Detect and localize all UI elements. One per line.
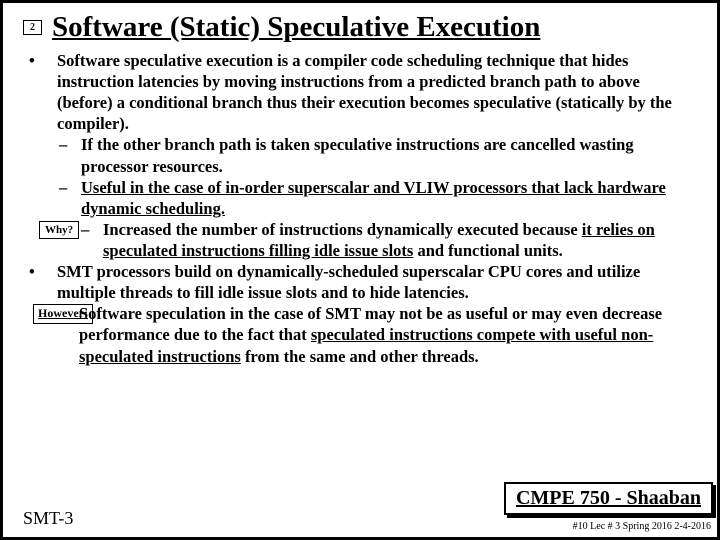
course-footer-box: CMPE 750 - Shaaban — [504, 482, 713, 515]
sub-3-text: Increased the number of instructions dyn… — [103, 219, 697, 261]
bullet-2: • SMT processors build on dynamically-sc… — [23, 261, 697, 303]
bullet-3-text: Software speculation in the case of SMT … — [79, 303, 697, 366]
bullet-1-text: Software speculative execution is a comp… — [57, 50, 697, 134]
sub-bullet-3: – Increased the number of instructions d… — [23, 219, 697, 261]
sub-bullet-2: – Useful in the case of in-order supersc… — [23, 177, 697, 219]
bullet-1: • Software speculative execution is a co… — [23, 50, 697, 134]
slide-content: • Software speculative execution is a co… — [23, 50, 697, 367]
bullet-marker: • — [23, 261, 57, 303]
sub-3c: and functional units. — [413, 241, 562, 260]
however-label-box: However: — [33, 304, 93, 323]
sub-bullet-1: – If the other branch path is taken spec… — [23, 134, 697, 176]
slide-number-box: 2 — [23, 20, 42, 35]
bullet-3: Software speculation in the case of SMT … — [23, 303, 697, 366]
why-label-box: Why? — [39, 221, 79, 239]
sub-1-text: If the other branch path is taken specul… — [81, 134, 697, 176]
header-row: 2 Software (Static) Speculative Executio… — [23, 11, 697, 44]
dash-marker: – — [81, 219, 103, 261]
bullet-2-text: SMT processors build on dynamically-sche… — [57, 261, 697, 303]
b3c: from the same and other threads. — [241, 347, 479, 366]
dash-marker: – — [59, 177, 81, 219]
slide-container: 2 Software (Static) Speculative Executio… — [0, 0, 720, 540]
bullet-marker: • — [23, 50, 57, 134]
sub-2-text: Useful in the case of in-order superscal… — [81, 177, 697, 219]
dash-marker: – — [59, 134, 81, 176]
footer-meta: #10 Lec # 3 Spring 2016 2-4-2016 — [573, 521, 711, 532]
smt-page-label: SMT-3 — [23, 508, 73, 529]
slide-title: Software (Static) Speculative Execution — [52, 11, 540, 44]
sub-2a: Useful in the case of — [81, 178, 225, 197]
sub-3a: Increased the number of instructions dyn… — [103, 220, 582, 239]
